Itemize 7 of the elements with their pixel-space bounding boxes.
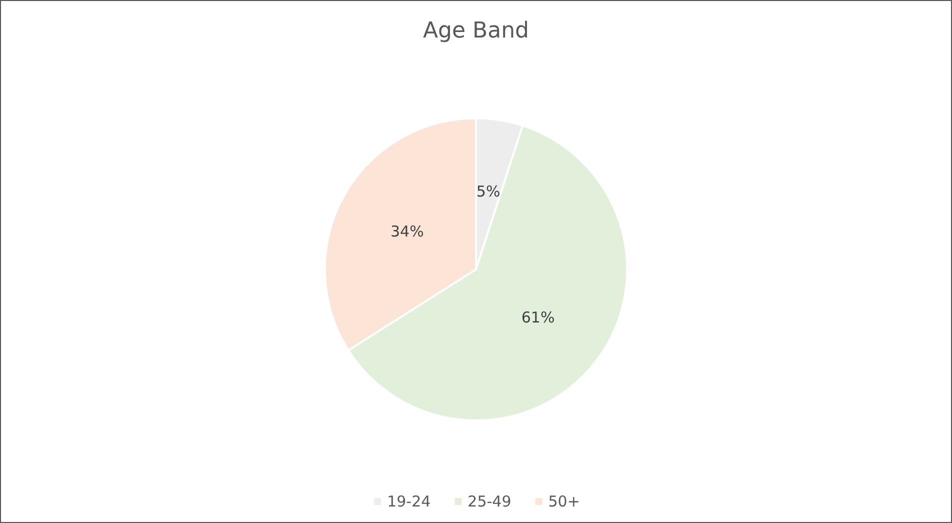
data-label: 5% <box>476 182 500 201</box>
data-label: 34% <box>390 222 424 240</box>
chart-title: Age Band <box>422 18 530 44</box>
data-label: 61% <box>521 308 555 326</box>
legend-label: 19-24 <box>387 492 431 510</box>
legend-label: 50+ <box>548 492 580 510</box>
legend-label: 25-49 <box>468 492 512 510</box>
